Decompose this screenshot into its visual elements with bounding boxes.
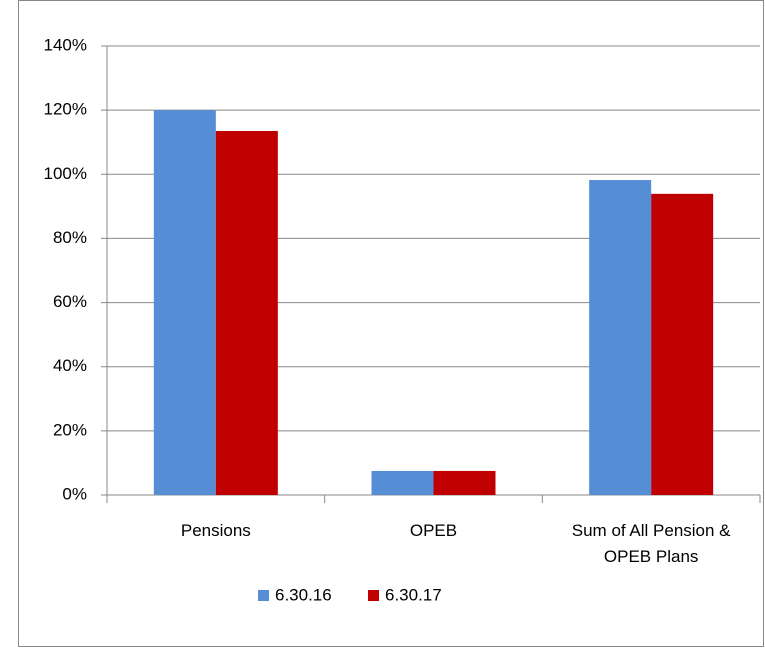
x-tick-label: Pensions xyxy=(180,521,251,540)
x-tick-label: Sum of All Pension & OPEB Plans xyxy=(571,521,731,566)
y-tick-label: 40% xyxy=(53,356,87,375)
y-tick-label: 0% xyxy=(62,484,87,503)
y-tick-label: 140% xyxy=(44,35,87,54)
legend-label: 6.30.16 xyxy=(275,585,332,604)
y-tick-label: 60% xyxy=(53,292,87,311)
y-tick-label: 20% xyxy=(53,420,87,439)
y-tick-label: 100% xyxy=(44,164,87,183)
y-tick-label: 80% xyxy=(53,228,87,247)
y-tick-label: 120% xyxy=(44,100,87,119)
bar xyxy=(589,180,652,495)
bar xyxy=(215,130,278,495)
legend-label: 6.30.17 xyxy=(385,585,442,604)
x-tick-label: OPEB xyxy=(409,521,458,540)
bar xyxy=(371,470,434,495)
bar xyxy=(433,470,496,495)
chart-border xyxy=(18,0,764,647)
bar xyxy=(153,110,216,496)
legend-swatch xyxy=(258,590,269,601)
legend-swatch xyxy=(368,590,379,601)
bar xyxy=(651,193,714,495)
